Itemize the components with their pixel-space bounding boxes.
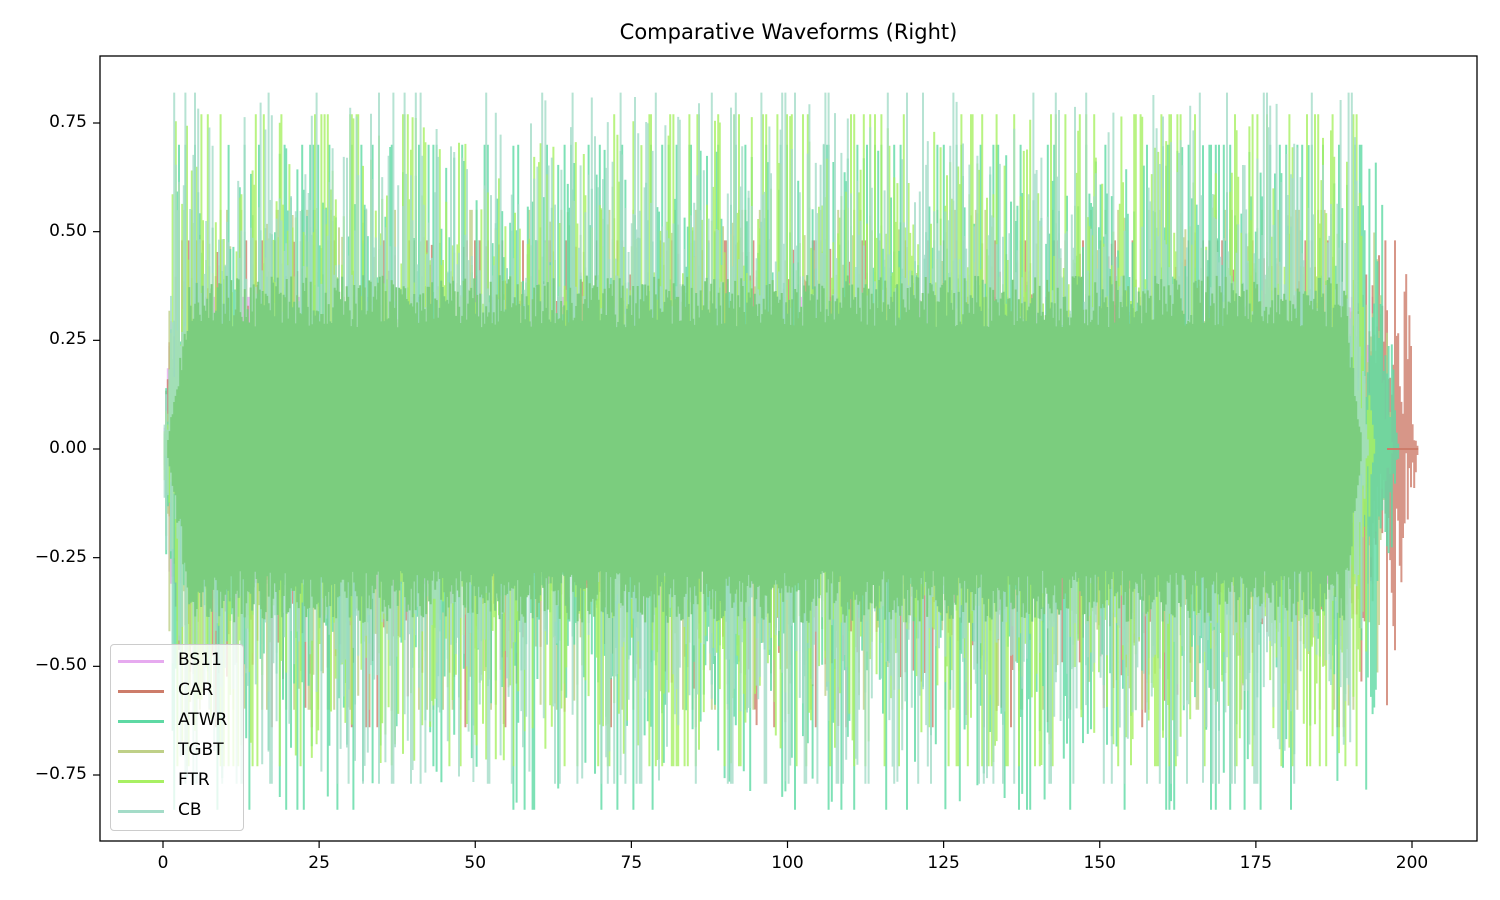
waveform-series-group	[163, 92, 1419, 810]
legend-label: CAR	[178, 680, 214, 700]
legend-swatch-tgbt	[118, 750, 164, 753]
y-axis-ticks	[93, 122, 100, 776]
legend-label: BS11	[178, 650, 222, 670]
legend-swatch-car	[118, 690, 164, 693]
y-tick-label: 0.75	[49, 112, 87, 132]
legend-label: TGBT	[178, 740, 224, 760]
legend-swatch-atwr	[118, 720, 164, 723]
x-tick-label: 150	[1083, 853, 1116, 873]
x-tick-label: 125	[927, 853, 960, 873]
x-tick-label: 25	[308, 853, 330, 873]
y-tick-label: 0.50	[49, 220, 87, 241]
y-tick-label: −0.25	[34, 546, 87, 567]
x-tick-label: 175	[1239, 853, 1273, 873]
legend-label: CB	[178, 800, 202, 820]
legend-label: ATWR	[178, 710, 228, 730]
chart-title: Comparative Waveforms (Right)	[619, 20, 958, 44]
x-axis-ticks	[162, 841, 1413, 848]
legend-item-atwr: ATWR	[111, 707, 245, 737]
legend: BS11 CAR ATWR TGBT FTR CB	[110, 644, 244, 831]
legend-swatch-bs11	[118, 660, 164, 663]
y-tick-label: −0.50	[34, 655, 87, 676]
x-tick-label: 50	[464, 853, 487, 873]
x-tick-label: 200	[1395, 853, 1429, 873]
legend-swatch-cb	[118, 810, 164, 813]
y-tick-label: 0.00	[49, 438, 87, 458]
legend-label: FTR	[178, 770, 210, 790]
x-tick-label: 75	[620, 853, 643, 873]
x-tick-label: 0	[157, 853, 169, 873]
y-tick-label: 0.25	[49, 329, 87, 350]
waveform-overlap-core	[167, 275, 1362, 623]
legend-swatch-ftr	[118, 780, 164, 783]
legend-item-tgbt: TGBT	[111, 737, 245, 767]
legend-item-bs11: BS11	[111, 647, 245, 677]
x-tick-label: 100	[771, 853, 804, 873]
legend-item-ftr: FTR	[111, 767, 245, 797]
y-tick-label: −0.75	[34, 764, 87, 784]
legend-item-cb: CB	[111, 797, 245, 827]
legend-item-car: CAR	[111, 677, 245, 707]
